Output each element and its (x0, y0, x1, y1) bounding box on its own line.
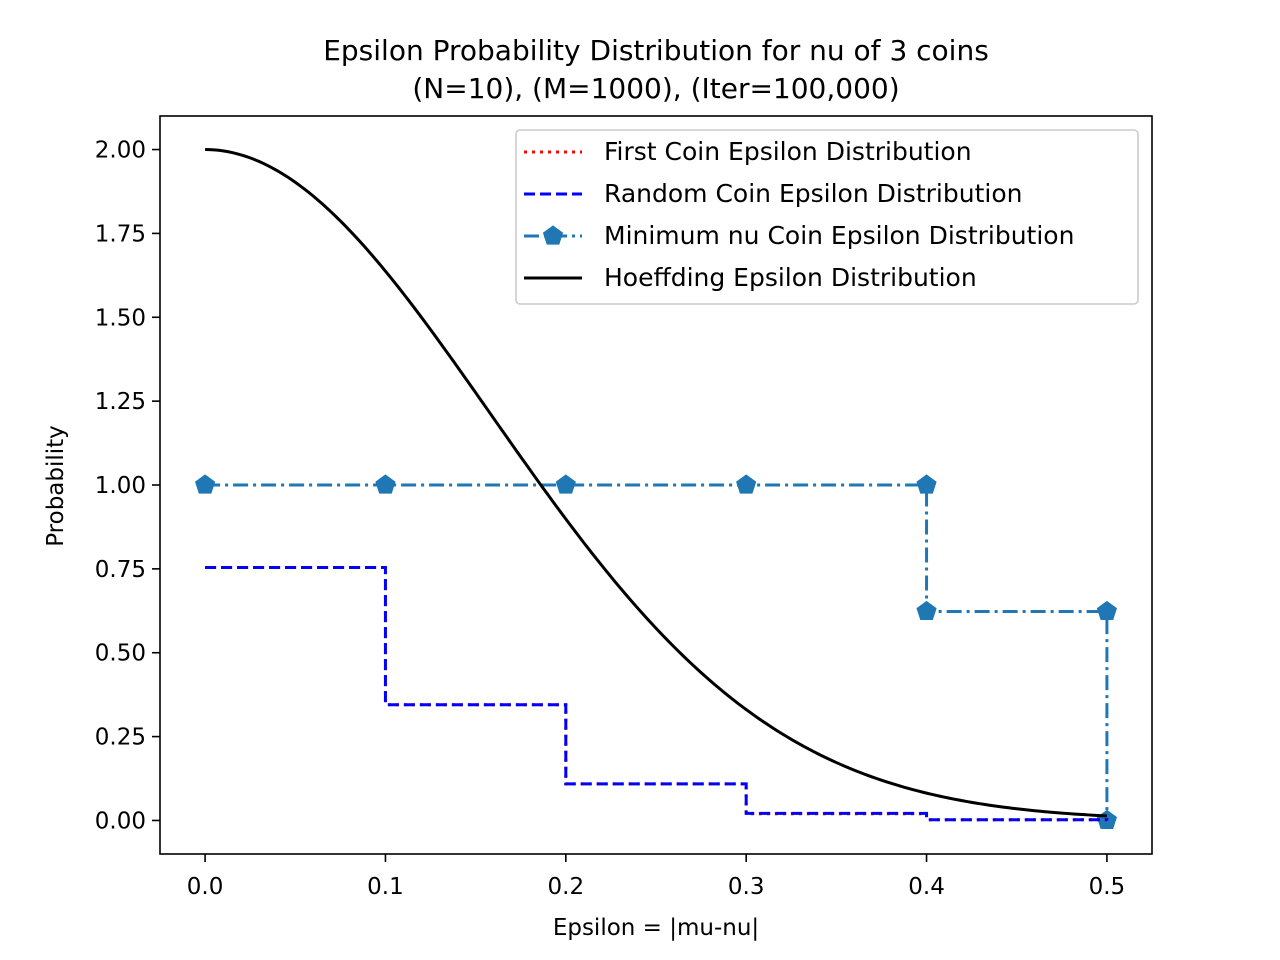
chart-title: Epsilon Probability Distribution for nu … (323, 34, 989, 67)
series-minimum-nu-coin-epsilon-distribution-line (205, 483, 1109, 821)
series-minimum-nu-coin-epsilon-distribution-point (375, 474, 396, 494)
legend-minimum-nu-coin-epsilon-distribution-label: Minimum nu Coin Epsilon Distribution (604, 221, 1074, 250)
legend-random-coin-epsilon-distribution-label: Random Coin Epsilon Distribution (604, 179, 1022, 208)
y-tick-label: 1.25 (95, 389, 146, 415)
x-tick-label: 0.2 (548, 874, 585, 900)
series-first-coin-epsilon-distribution-line (205, 566, 1109, 822)
x-axis: 0.0 0.1 0.2 0.3 0.4 0.5 (187, 854, 1125, 900)
y-axis-label: Probability (43, 425, 69, 547)
y-axis: 0.00 0.25 0.50 0.75 1.00 1.25 1.50 1.75 2.00 (95, 138, 160, 834)
legend-first-coin-epsilon-distribution-label: First Coin Epsilon Distribution (604, 137, 972, 166)
plot-series (194, 148, 1118, 830)
legend: First Coin Epsilon Distribution Random Co… (515, 129, 1139, 305)
series-minimum-nu-coin-epsilon-distribution-point (1096, 600, 1118, 621)
y-tick-label: 2.00 (95, 138, 146, 164)
y-tick-label: 0.50 (95, 641, 146, 667)
y-tick-label: 1.75 (95, 221, 146, 247)
legend-box (515, 129, 1139, 305)
y-tick-label: 0.25 (95, 725, 146, 751)
series-minimum-nu-coin-epsilon-distribution-point (194, 474, 216, 494)
series-minimum-nu-coin-epsilon-distribution-point (555, 474, 576, 494)
series-random-coin-epsilon-distribution-line (205, 566, 1109, 822)
x-tick-label: 0.1 (367, 874, 404, 900)
x-axis-label: Epsilon = |mu-nu| (553, 915, 759, 941)
x-tick-label: 0.5 (1089, 874, 1126, 900)
y-tick-label: 0.75 (95, 557, 146, 583)
series-hoeffding-epsilon-distribution-line (205, 148, 1107, 818)
series-minimum-nu-coin-epsilon-distribution-point (736, 474, 757, 494)
y-tick-label: 1.00 (95, 473, 146, 499)
legend-hoeffding-epsilon-distribution-label: Hoeffding Epsilon Distribution (604, 263, 977, 292)
x-tick-label: 0.3 (728, 874, 765, 900)
y-tick-label: 1.50 (95, 305, 146, 331)
legend-entries: First Coin Epsilon Distribution Random Co… (524, 137, 1074, 292)
series-minimum-nu-coin-epsilon-distribution-point (916, 474, 937, 494)
legend-minimum-nu-coin-epsilon-distribution-marker (542, 225, 564, 245)
y-tick-label: 0.00 (95, 808, 146, 834)
x-tick-label: 0.0 (187, 874, 224, 900)
chart-subtitle: (N=10), (M=1000), (Iter=100,000) (412, 72, 899, 105)
series-minimum-nu-coin-epsilon-distribution-point (916, 600, 937, 621)
x-tick-label: 0.4 (908, 874, 945, 900)
